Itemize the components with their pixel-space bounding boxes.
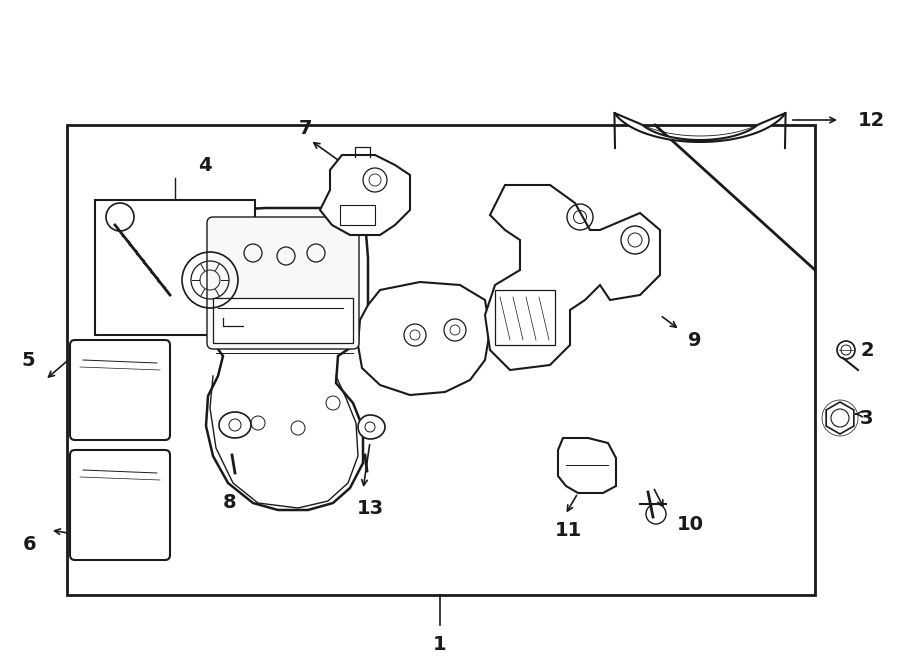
- Polygon shape: [826, 402, 854, 434]
- Polygon shape: [558, 438, 616, 493]
- Polygon shape: [358, 415, 385, 439]
- FancyBboxPatch shape: [70, 340, 170, 440]
- Bar: [340, 205, 375, 225]
- Text: 6: 6: [23, 536, 37, 555]
- Polygon shape: [358, 282, 490, 395]
- Text: 11: 11: [554, 520, 581, 540]
- Polygon shape: [615, 113, 786, 142]
- FancyBboxPatch shape: [70, 450, 170, 560]
- Text: 1: 1: [433, 636, 446, 655]
- Text: 13: 13: [356, 498, 383, 518]
- Text: 4: 4: [198, 156, 212, 175]
- FancyBboxPatch shape: [207, 217, 359, 349]
- Bar: [95, 200, 255, 335]
- Text: 5: 5: [22, 350, 35, 369]
- Text: 3: 3: [860, 408, 874, 428]
- Polygon shape: [485, 185, 660, 370]
- Bar: [213, 298, 353, 343]
- Text: 2: 2: [860, 340, 874, 359]
- Text: 8: 8: [223, 493, 237, 512]
- Text: 10: 10: [677, 514, 704, 534]
- Bar: [67, 125, 815, 595]
- Polygon shape: [188, 208, 368, 510]
- Text: 7: 7: [298, 118, 311, 138]
- Polygon shape: [320, 155, 410, 235]
- Text: 12: 12: [858, 111, 886, 130]
- Polygon shape: [219, 412, 251, 438]
- Bar: [495, 290, 555, 345]
- Text: 9: 9: [688, 330, 702, 350]
